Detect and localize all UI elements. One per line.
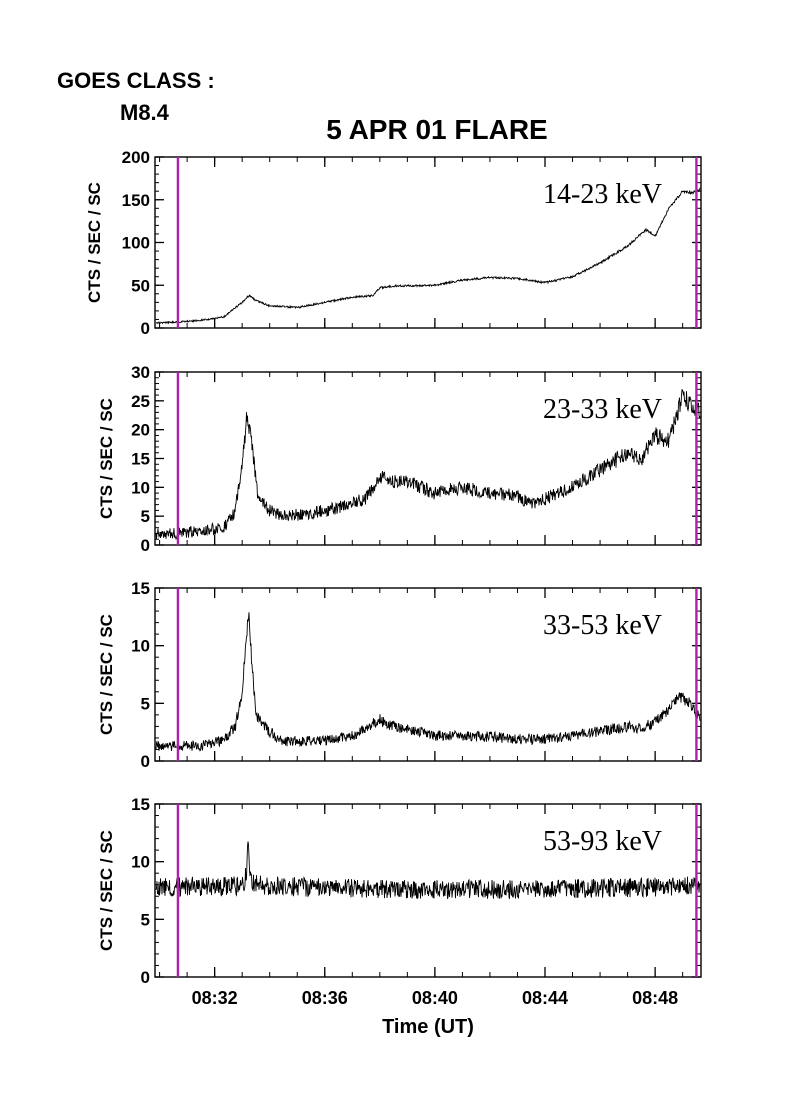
energy-band-label: 33-53 keV xyxy=(543,610,662,641)
y-tick-label: 5 xyxy=(141,507,150,526)
count-rate-series xyxy=(155,389,701,541)
energy-band-label: 53-93 keV xyxy=(543,826,662,857)
plot-frame xyxy=(154,587,702,762)
x-axis-label: Time (UT) xyxy=(382,1016,474,1038)
x-tick-label: 08:48 xyxy=(632,988,678,1008)
x-tick-label: 08:36 xyxy=(302,988,348,1008)
y-axis-label: CTS / SEC / SC xyxy=(85,182,104,303)
count-rate-series xyxy=(155,187,701,325)
chart-title: 5 APR 01 FLARE xyxy=(326,114,547,145)
y-tick-label: 200 xyxy=(122,148,150,167)
y-tick-label: 50 xyxy=(131,276,150,295)
y-tick-label: 0 xyxy=(141,752,150,771)
y-tick-label: 10 xyxy=(131,478,150,497)
y-tick-label: 10 xyxy=(131,853,150,872)
y-tick-label: 100 xyxy=(122,234,150,253)
count-rate-series xyxy=(155,841,701,900)
y-tick-label: 15 xyxy=(131,795,150,814)
y-tick-label: 0 xyxy=(141,968,150,987)
x-tick-label: 08:32 xyxy=(192,988,238,1008)
energy-band-label: 14-23 keV xyxy=(543,179,662,210)
y-axis-label: CTS / SEC / SC xyxy=(97,398,116,519)
y-axis-label: CTS / SEC / SC xyxy=(97,614,116,735)
y-tick-label: 25 xyxy=(131,392,150,411)
count-rate-series xyxy=(155,612,701,752)
y-tick-label: 5 xyxy=(141,694,150,713)
plot-frame xyxy=(154,803,702,978)
y-tick-label: 0 xyxy=(141,319,150,338)
y-tick-label: 15 xyxy=(131,450,150,469)
y-tick-label: 30 xyxy=(131,363,150,382)
y-tick-label: 20 xyxy=(131,421,150,440)
y-tick-label: 15 xyxy=(131,579,150,598)
y-tick-label: 10 xyxy=(131,637,150,656)
x-tick-label: 08:44 xyxy=(522,988,568,1008)
goes-class-heading: GOES CLASS : xyxy=(57,68,215,93)
y-tick-label: 150 xyxy=(122,191,150,210)
panel-33-53kev: 0 5 10 15 CTS / SEC / SC 33-53 keV xyxy=(97,579,702,771)
y-tick-label: 5 xyxy=(141,910,150,929)
energy-band-label: 23-33 keV xyxy=(543,394,662,425)
y-axis-label: CTS / SEC / SC xyxy=(97,830,116,951)
x-tick-label: 08:40 xyxy=(412,988,458,1008)
panel-53-93kev: 0 5 10 15 CTS / SEC / SC 53-93 keV 08:32 08:36 0… xyxy=(97,795,702,1008)
panel-23-33kev: 0 5 10 15 20 25 30 CTS / SEC / SC 23-33 keV xyxy=(97,363,702,555)
y-tick-label: 0 xyxy=(141,536,150,555)
goes-class-value: M8.4 xyxy=(120,100,170,125)
panel-14-23kev: 0 50 100 150 200 CTS / SEC / SC 14-23 keV xyxy=(85,148,702,338)
